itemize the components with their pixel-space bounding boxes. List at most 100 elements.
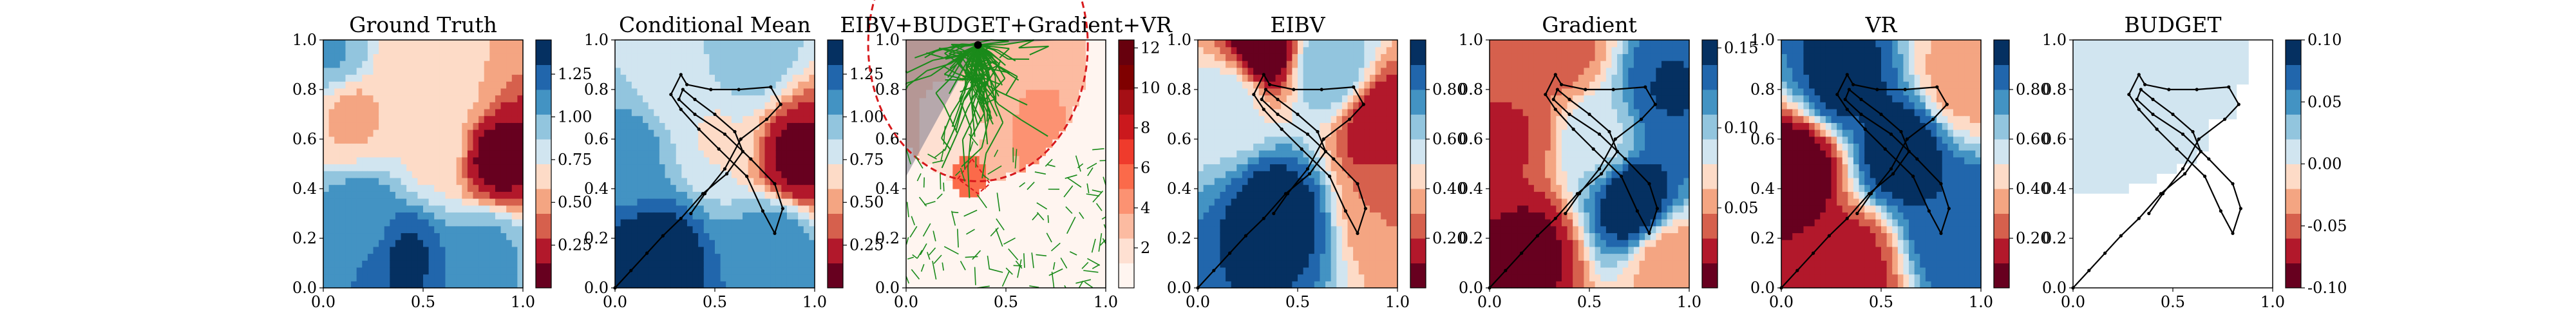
heatmap-cell (334, 184, 341, 192)
heatmap-cell (620, 95, 627, 102)
colorbar-segment (1119, 263, 1134, 289)
heatmap-cell (709, 40, 715, 48)
heatmap-cell (1242, 274, 1249, 281)
heatmap-cell (726, 53, 732, 61)
heatmap-cell (1012, 122, 1020, 131)
heatmap-cell (517, 108, 524, 117)
heatmap-cell (428, 191, 435, 199)
heatmap-cell (698, 143, 705, 151)
heatmap-cell (334, 232, 341, 240)
heatmap-cell (345, 274, 352, 281)
heatmap-cell (456, 240, 462, 247)
heatmap-cell (1292, 191, 1298, 199)
heatmap-cell (1286, 219, 1293, 227)
heatmap-cell (1325, 88, 1332, 96)
heatmap-cell (715, 81, 721, 89)
heatmap-cell (753, 274, 760, 281)
heatmap-cell (665, 40, 671, 48)
heatmap-cell (1012, 164, 1020, 173)
tree-branch (926, 52, 945, 59)
trajectory-point (679, 216, 683, 220)
heatmap-cell (428, 205, 435, 213)
heatmap-cell (781, 46, 788, 54)
heatmap-cell (384, 267, 390, 275)
heatmap-cell (792, 225, 799, 234)
heatmap-cell (467, 219, 474, 227)
heatmap-cell (395, 136, 402, 144)
heatmap-cell (1059, 155, 1066, 165)
heatmap-cell (726, 102, 732, 109)
heatmap-cell (775, 136, 782, 144)
heatmap-cell (1019, 131, 1027, 140)
heatmap-cell (659, 115, 666, 123)
heatmap-cell (933, 230, 940, 239)
heatmap-cell (1258, 122, 1265, 130)
heatmap-cell (1331, 164, 1337, 171)
heatmap-cell (395, 240, 402, 247)
heatmap-cell (1203, 260, 1209, 268)
heatmap-cell (1325, 40, 1332, 48)
heatmap-cell (786, 67, 793, 75)
heatmap-cell (770, 246, 777, 254)
heatmap-cell (489, 219, 496, 227)
heatmap-cell (1086, 246, 1093, 256)
heatmap-cell (720, 102, 726, 109)
heatmap-cell (495, 67, 502, 75)
heatmap-cell (384, 246, 390, 254)
tree-branch (941, 138, 952, 151)
heatmap-cell (803, 46, 810, 54)
heatmap-cell (1203, 198, 1209, 206)
heatmap-cell (615, 136, 621, 144)
heatmap-cell (506, 232, 513, 240)
heatmap-cell (1314, 212, 1321, 220)
heatmap-cell (764, 225, 771, 234)
heatmap-cell (759, 95, 766, 102)
heatmap-cell (1341, 191, 1349, 199)
heatmap-cell (643, 191, 649, 199)
heatmap-cell (1099, 40, 1106, 49)
tree-branch (960, 260, 966, 270)
heatmap-cell (1247, 136, 1254, 144)
heatmap-cell (809, 164, 815, 171)
heatmap-cell (720, 67, 726, 75)
heatmap-cell (731, 274, 738, 281)
heatmap-cell (1231, 225, 1237, 234)
heatmap-cell (1209, 240, 1215, 247)
heatmap-cell (1072, 147, 1080, 156)
heatmap-cell (351, 246, 357, 254)
heatmap-cell (703, 46, 710, 54)
heatmap-cell (798, 61, 804, 68)
heatmap-cell (999, 222, 1007, 231)
heatmap-cell (417, 95, 424, 102)
heatmap-cell (1253, 225, 1260, 234)
heatmap-cell (1231, 129, 1237, 137)
tree-branch (971, 84, 985, 114)
heatmap-cell (1320, 67, 1326, 75)
heatmap-cell (473, 212, 479, 220)
heatmap-cell (698, 274, 705, 281)
heatmap-cell (500, 267, 507, 275)
heatmap-cell (345, 81, 352, 89)
heatmap-cell (456, 53, 462, 61)
heatmap-cell (1032, 196, 1040, 206)
colorbar-segment (536, 40, 551, 65)
heatmap-cell (698, 67, 705, 75)
heatmap-cell (743, 240, 749, 247)
heatmap-cell (620, 53, 627, 61)
heatmap-cell (345, 95, 352, 102)
heatmap-cell (384, 260, 390, 268)
heatmap-cell (764, 102, 771, 109)
heatmap-cell (1336, 129, 1343, 137)
heatmap-cell (676, 115, 682, 123)
heatmap-cell (1079, 246, 1086, 256)
heatmap-cell (390, 143, 396, 151)
heatmap-cell (781, 95, 788, 102)
heatmap-cell (615, 212, 621, 220)
heatmap-cell (1072, 139, 1080, 148)
heatmap-cell (1331, 122, 1337, 130)
colorbar-frame (535, 39, 552, 289)
heatmap-cell (670, 150, 677, 158)
heatmap-cell (687, 240, 694, 247)
heatmap-cell (1258, 171, 1265, 178)
heatmap-cell (1314, 246, 1321, 254)
